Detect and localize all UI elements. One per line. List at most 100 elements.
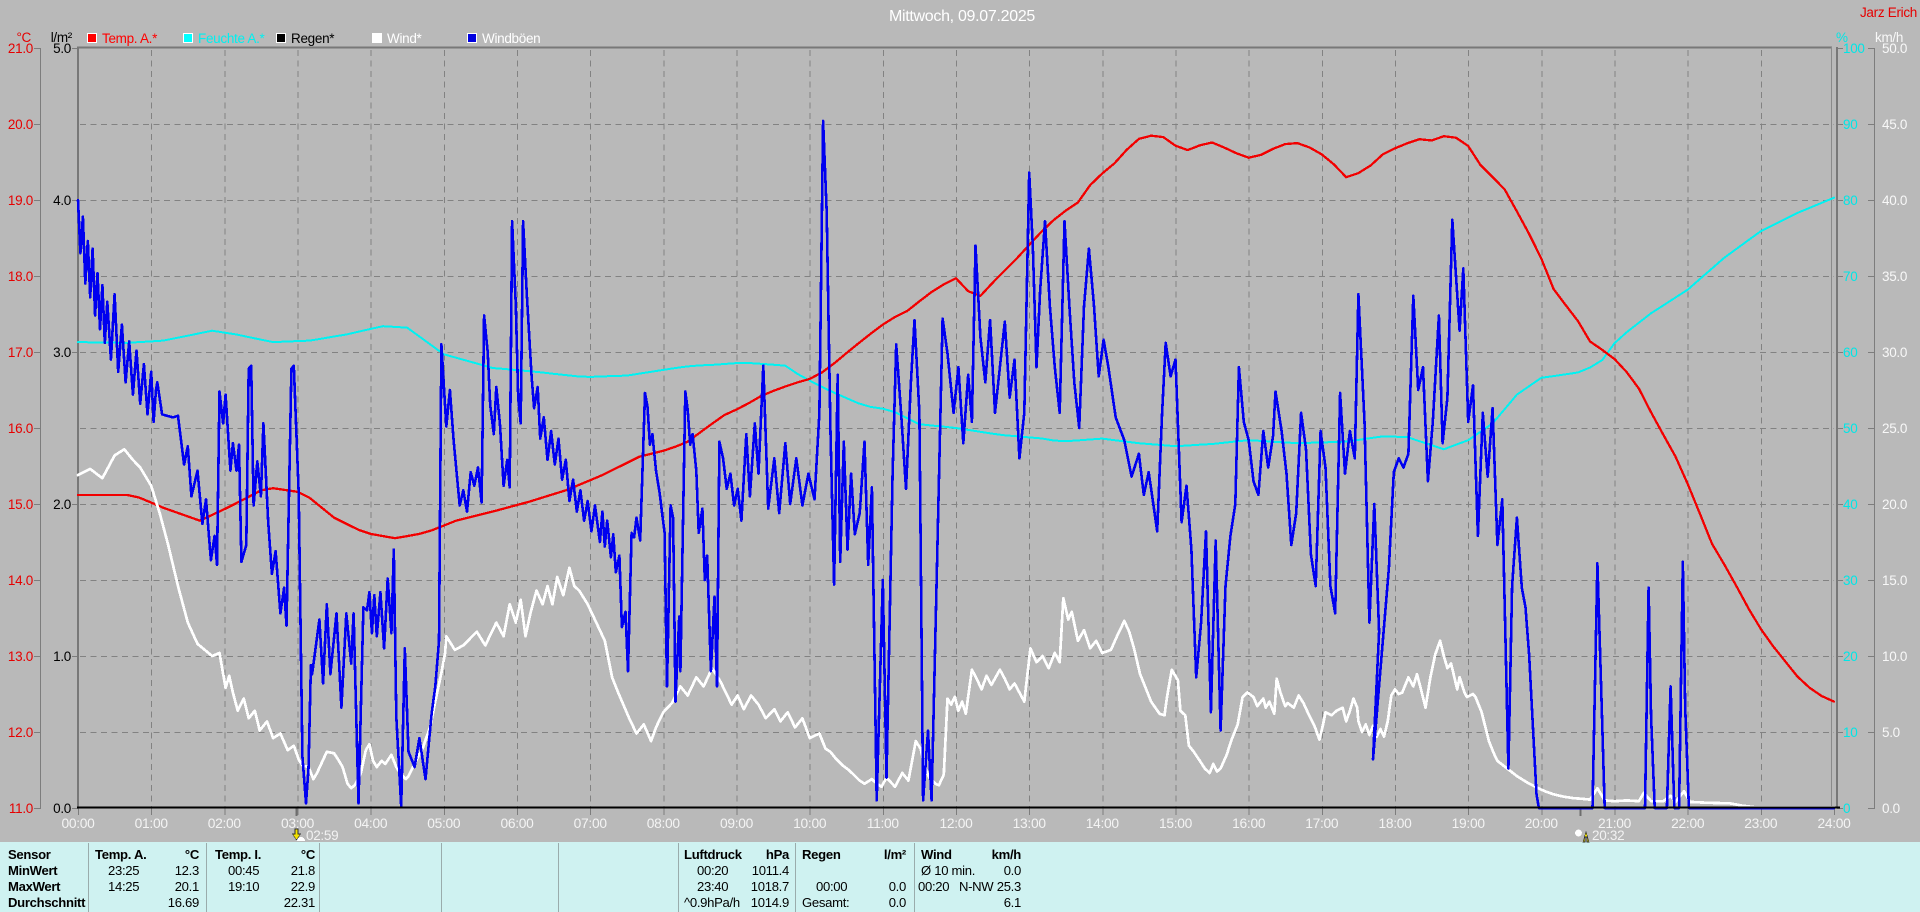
svg-text:1.0: 1.0 — [53, 649, 71, 664]
svg-text:Sensor: Sensor — [8, 847, 51, 862]
svg-text:0.0: 0.0 — [889, 879, 906, 894]
svg-text:16.0: 16.0 — [8, 421, 33, 436]
svg-text:Wind*: Wind* — [387, 31, 423, 46]
svg-text:00:20: 00:20 — [918, 879, 949, 894]
svg-text:Feuchte A.*: Feuchte A.* — [198, 31, 266, 46]
svg-text:07:00: 07:00 — [574, 816, 608, 831]
svg-text:N-NW 25.3: N-NW 25.3 — [959, 879, 1021, 894]
svg-text:14:25: 14:25 — [108, 879, 139, 894]
svg-text:1018.7: 1018.7 — [751, 879, 789, 894]
svg-text:13:00: 13:00 — [1013, 816, 1047, 831]
svg-text:l/m²: l/m² — [51, 30, 73, 45]
svg-text:80: 80 — [1843, 193, 1857, 208]
svg-text:00:00: 00:00 — [816, 879, 847, 894]
svg-text:hPa: hPa — [766, 847, 790, 862]
svg-text:60: 60 — [1843, 345, 1857, 360]
svg-text:18.0: 18.0 — [8, 269, 33, 284]
svg-text:06:00: 06:00 — [500, 816, 534, 831]
svg-text:15.0: 15.0 — [8, 497, 33, 512]
svg-text:km/h: km/h — [1875, 30, 1903, 45]
svg-text:1014.9: 1014.9 — [751, 895, 789, 910]
svg-text:0.0: 0.0 — [889, 895, 906, 910]
svg-text:19:10: 19:10 — [228, 879, 259, 894]
svg-text:MaxWert: MaxWert — [8, 879, 61, 894]
svg-text:Jarz Erich: Jarz Erich — [1860, 5, 1917, 20]
svg-text:11:00: 11:00 — [867, 816, 900, 831]
svg-text:30.0: 30.0 — [1882, 345, 1907, 360]
svg-text:02:59: 02:59 — [306, 828, 338, 843]
svg-text:10:00: 10:00 — [793, 816, 827, 831]
svg-text:16.69: 16.69 — [168, 895, 199, 910]
svg-text:Ø 10 min.: Ø 10 min. — [921, 863, 975, 878]
svg-text:Regen: Regen — [802, 847, 841, 862]
svg-text:40.0: 40.0 — [1882, 193, 1907, 208]
svg-text:2.0: 2.0 — [53, 497, 71, 512]
svg-text:^0.9hPa/h: ^0.9hPa/h — [684, 895, 740, 910]
svg-text:12.0: 12.0 — [8, 725, 33, 740]
svg-text:0.0: 0.0 — [1004, 863, 1021, 878]
svg-text:24:00: 24:00 — [1817, 816, 1851, 831]
svg-text:12.3: 12.3 — [175, 863, 199, 878]
svg-text:23:25: 23:25 — [108, 863, 139, 878]
svg-text:00:00: 00:00 — [61, 816, 95, 831]
svg-text:25.0: 25.0 — [1882, 421, 1907, 436]
svg-text:Windböen: Windböen — [482, 31, 540, 46]
svg-text:°C: °C — [301, 847, 316, 862]
svg-text:Temp. A.: Temp. A. — [95, 847, 146, 862]
svg-text:10.0: 10.0 — [1882, 649, 1907, 664]
svg-text:23:00: 23:00 — [1744, 816, 1778, 831]
svg-text:20.0: 20.0 — [8, 117, 33, 132]
svg-text:4.0: 4.0 — [53, 193, 71, 208]
svg-text:l/m²: l/m² — [884, 847, 907, 862]
svg-text:10: 10 — [1843, 725, 1857, 740]
svg-text:0.0: 0.0 — [1882, 801, 1900, 816]
svg-text:40: 40 — [1843, 497, 1857, 512]
svg-text:09:00: 09:00 — [720, 816, 754, 831]
svg-text:17:00: 17:00 — [1305, 816, 1339, 831]
svg-text:5.0: 5.0 — [53, 41, 71, 56]
svg-text:01:00: 01:00 — [135, 816, 169, 831]
svg-text:MinWert: MinWert — [8, 863, 58, 878]
svg-text:15.0: 15.0 — [1882, 573, 1907, 588]
svg-text:50: 50 — [1843, 421, 1857, 436]
svg-text:03:00: 03:00 — [281, 816, 315, 831]
svg-text:23:40: 23:40 — [697, 879, 728, 894]
svg-text:Mittwoch, 09.07.2025: Mittwoch, 09.07.2025 — [889, 8, 1035, 25]
svg-text:02:00: 02:00 — [208, 816, 242, 831]
svg-text:°C: °C — [185, 847, 200, 862]
svg-text:Durchschnitt: Durchschnitt — [8, 895, 86, 910]
svg-text:08:00: 08:00 — [647, 816, 681, 831]
svg-text:Temp. I.: Temp. I. — [215, 847, 261, 862]
svg-text:20:32: 20:32 — [1592, 828, 1624, 843]
svg-text:Luftdruck: Luftdruck — [684, 847, 743, 862]
svg-text:17.0: 17.0 — [8, 345, 33, 360]
svg-text:00:45: 00:45 — [228, 863, 259, 878]
svg-text:0: 0 — [1843, 801, 1850, 816]
svg-text:22.31: 22.31 — [284, 895, 315, 910]
svg-text:00:20: 00:20 — [697, 863, 728, 878]
svg-text:15:00: 15:00 — [1159, 816, 1193, 831]
svg-text:12:00: 12:00 — [939, 816, 973, 831]
svg-text:16:00: 16:00 — [1232, 816, 1266, 831]
svg-text:100: 100 — [1843, 41, 1865, 56]
svg-text:20: 20 — [1843, 649, 1857, 664]
svg-text:20:00: 20:00 — [1525, 816, 1559, 831]
svg-text:18:00: 18:00 — [1378, 816, 1412, 831]
svg-text:22.9: 22.9 — [291, 879, 315, 894]
svg-text:21:00: 21:00 — [1598, 816, 1632, 831]
svg-text:%: % — [1836, 30, 1848, 45]
svg-text:20.1: 20.1 — [175, 879, 199, 894]
svg-text:Regen*: Regen* — [291, 31, 335, 46]
svg-text:1011.4: 1011.4 — [752, 863, 789, 878]
svg-text:30: 30 — [1843, 573, 1857, 588]
svg-text:14:00: 14:00 — [1086, 816, 1120, 831]
svg-text:22:00: 22:00 — [1671, 816, 1705, 831]
svg-text:20.0: 20.0 — [1882, 497, 1907, 512]
svg-text:0.0: 0.0 — [53, 801, 71, 816]
svg-text:Gesamt:: Gesamt: — [802, 895, 849, 910]
svg-text:04:00: 04:00 — [354, 816, 388, 831]
svg-text:Wind: Wind — [921, 847, 952, 862]
svg-text:11.0: 11.0 — [9, 801, 33, 816]
svg-text:21.8: 21.8 — [291, 863, 315, 878]
svg-text:05:00: 05:00 — [427, 816, 461, 831]
